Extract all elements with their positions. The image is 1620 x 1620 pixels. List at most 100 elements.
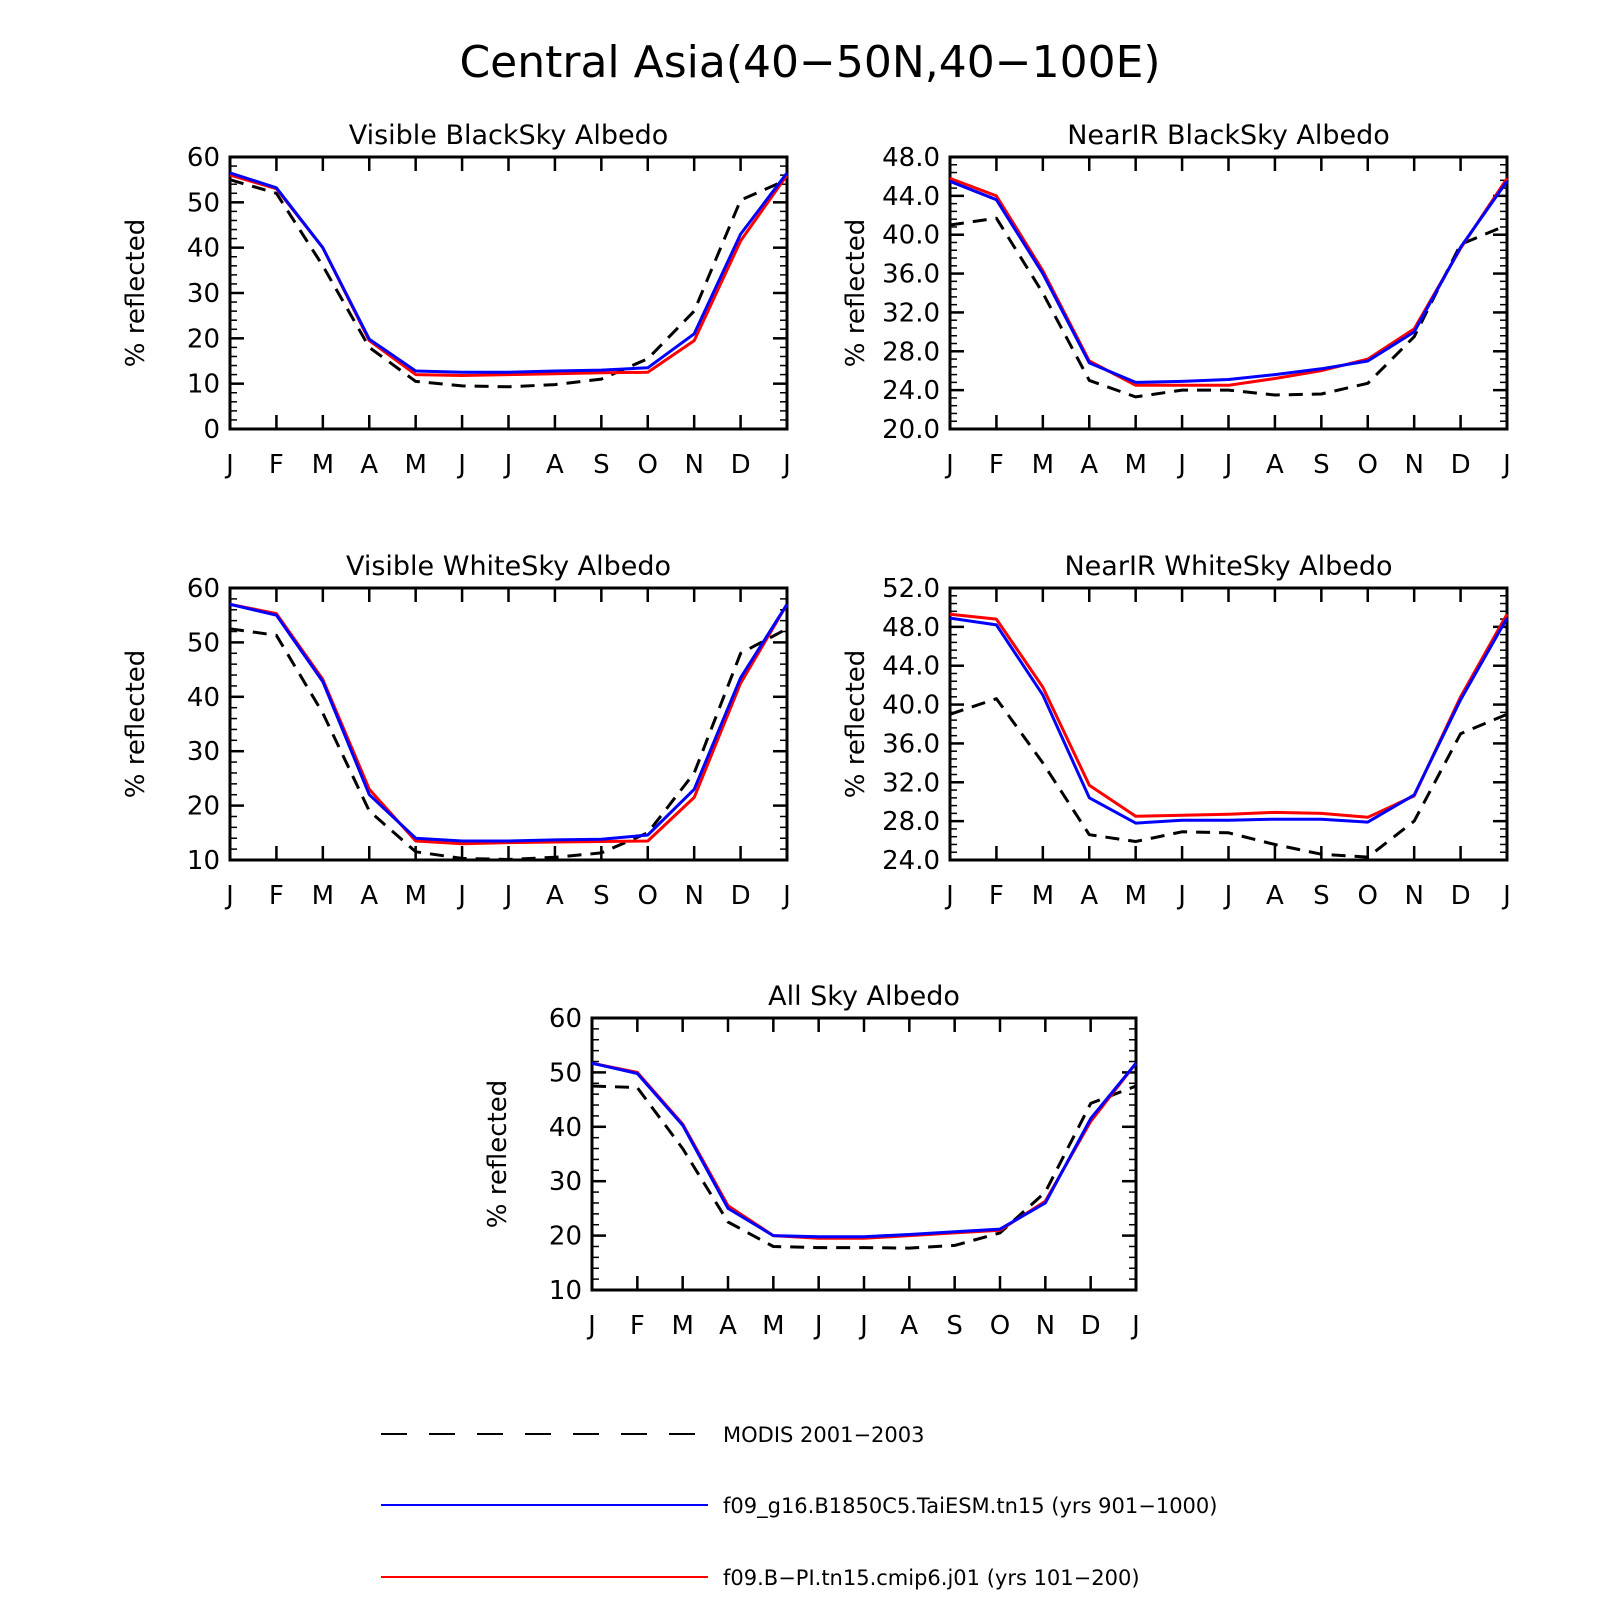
legend-item-cmip6: f09.B−PI.tn15.cmip6.j01 (yrs 101−200): [381, 1566, 1140, 1590]
x-tick-label: F: [269, 450, 284, 480]
plot-frame: [948, 155, 1509, 431]
series-line-modis: [591, 1084, 1137, 1250]
x-tick-label: M: [404, 450, 426, 480]
series-line-taiesm: [591, 1061, 1138, 1239]
x-tick-label: M: [1124, 450, 1146, 480]
x-tick-label: J: [456, 450, 466, 480]
x-tick-label: O: [1358, 881, 1378, 911]
x-tick-label: S: [593, 881, 610, 911]
x-tick-label: S: [593, 450, 610, 480]
x-tick-label: J: [944, 881, 954, 911]
x-tick-label: M: [1032, 450, 1054, 480]
x-tick-label: F: [989, 881, 1004, 911]
series-line-cmip6: [949, 176, 1509, 387]
y-tick-label: 60: [187, 574, 220, 604]
y-tick-label: 40.0: [882, 221, 940, 251]
x-tick-label: S: [1313, 450, 1330, 480]
legend-item-taiesm: f09_g16.B1850C5.TaiESM.tn15 (yrs 901−100…: [381, 1494, 1217, 1519]
y-tick-label: 28.0: [882, 337, 940, 367]
x-tick-label: A: [360, 881, 378, 911]
x-tick-label: O: [638, 881, 658, 911]
legend-label: f09_g16.B1850C5.TaiESM.tn15 (yrs 901−100…: [723, 1494, 1217, 1519]
y-tick-label: 24.0: [882, 846, 940, 876]
x-tick-label: S: [1313, 881, 1330, 911]
series-line-taiesm: [949, 179, 1509, 384]
x-tick-label: A: [546, 881, 564, 911]
x-tick-label: J: [781, 881, 791, 911]
chart-panel-2: NearIR BlackSky Albedo 20.0 24.0 28.0 32.0 36…: [841, 120, 1511, 480]
x-tick-label: D: [1451, 450, 1471, 480]
x-tick-label: J: [1176, 450, 1186, 480]
series-line-taiesm: [229, 171, 789, 374]
x-tick-label: D: [731, 881, 751, 911]
x-tick-label: F: [989, 450, 1004, 480]
x-tick-label: N: [1404, 881, 1423, 911]
y-tick-label: 50: [187, 188, 220, 218]
y-tick-label: 50: [549, 1058, 582, 1088]
x-tick-label: N: [684, 450, 703, 480]
x-tick-label: D: [1081, 1311, 1101, 1341]
x-tick-label: J: [1223, 881, 1233, 911]
series-line-taiesm: [949, 616, 1509, 825]
x-tick-label: J: [586, 1311, 596, 1341]
x-tick-label: A: [546, 450, 564, 480]
x-tick-label: O: [1358, 450, 1378, 480]
x-tick-label: M: [404, 881, 426, 911]
x-tick-label: M: [1032, 881, 1054, 911]
y-axis-label: % reflected: [121, 219, 151, 367]
legend-label: f09.B−PI.tn15.cmip6.j01 (yrs 101−200): [723, 1566, 1140, 1590]
series-line-cmip6: [229, 602, 789, 846]
y-tick-label: 44.0: [882, 182, 940, 212]
x-tick-label: S: [946, 1311, 963, 1341]
y-tick-label: 20: [187, 792, 220, 822]
x-tick-label: J: [1130, 1311, 1140, 1341]
x-tick-label: M: [1124, 881, 1146, 911]
series-line-modis: [949, 697, 1508, 859]
y-tick-label: 10: [549, 1276, 582, 1306]
x-tick-label: M: [671, 1311, 693, 1341]
x-tick-label: J: [813, 1311, 823, 1341]
x-tick-label: J: [1176, 881, 1186, 911]
y-tick-label: 28.0: [882, 807, 940, 837]
y-tick-label: 30: [549, 1167, 582, 1197]
y-tick-label: 10: [187, 846, 220, 876]
y-tick-label: 32.0: [882, 298, 940, 328]
x-tick-label: A: [360, 450, 378, 480]
figure-title: Central Asia(40−50N,40−100E): [459, 37, 1160, 88]
panel-title: NearIR BlackSky Albedo: [1067, 120, 1390, 151]
legend-item-modis: MODIS 2001−2003: [381, 1423, 925, 1447]
x-tick-label: A: [1266, 881, 1284, 911]
y-tick-label: 60: [549, 1004, 582, 1034]
series-line-modis: [229, 627, 788, 861]
x-tick-label: N: [1404, 450, 1423, 480]
y-tick-label: 0: [203, 415, 220, 445]
x-tick-label: A: [1266, 450, 1284, 480]
panel-title: All Sky Albedo: [768, 981, 960, 1012]
y-tick-label: 44.0: [882, 652, 940, 682]
plot-frame: [590, 1016, 1138, 1292]
x-tick-label: J: [1223, 450, 1233, 480]
y-axis-label: % reflected: [483, 1080, 513, 1228]
y-tick-label: 32.0: [882, 768, 940, 798]
x-tick-label: J: [503, 450, 513, 480]
y-tick-label: 20.0: [882, 415, 940, 445]
x-tick-label: F: [630, 1311, 645, 1341]
y-tick-label: 40: [549, 1113, 582, 1143]
x-tick-label: A: [719, 1311, 737, 1341]
panel-title: Visible WhiteSky Albedo: [346, 551, 671, 582]
y-tick-label: 36.0: [882, 260, 940, 290]
y-tick-label: 10: [187, 370, 220, 400]
x-tick-label: M: [312, 450, 334, 480]
y-axis-label: % reflected: [121, 650, 151, 798]
x-tick-label: D: [731, 450, 751, 480]
y-tick-label: 24.0: [882, 376, 940, 406]
x-tick-label: M: [312, 881, 334, 911]
y-tick-label: 40: [187, 683, 220, 713]
y-tick-label: 50: [187, 628, 220, 658]
series-line-cmip6: [591, 1061, 1138, 1240]
x-tick-label: N: [684, 881, 703, 911]
